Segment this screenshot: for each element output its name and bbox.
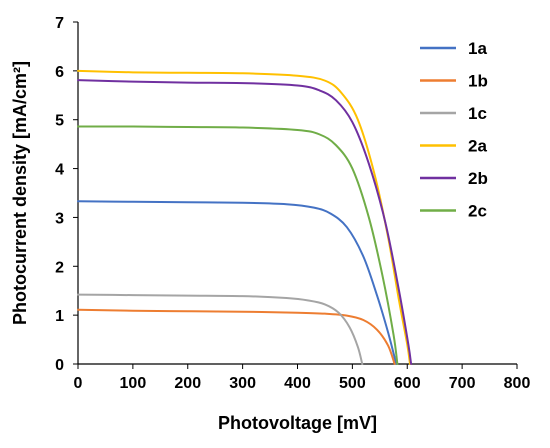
series-line-1a xyxy=(77,200,398,365)
series-line-1b xyxy=(77,308,396,365)
y-tick-label: 3 xyxy=(55,210,64,227)
y-tick-label: 4 xyxy=(55,162,64,179)
x-tick-label: 600 xyxy=(394,375,421,392)
legend-label-1c: 1c xyxy=(468,104,487,123)
x-tick-label: 500 xyxy=(339,375,366,392)
legend-label-1a: 1a xyxy=(468,39,487,58)
legend-label-2b: 2b xyxy=(468,169,488,188)
x-tick-label: 200 xyxy=(174,375,201,392)
series-line-1c xyxy=(77,293,364,365)
y-tick-label: 2 xyxy=(55,259,64,276)
x-tick-label: 800 xyxy=(504,375,531,392)
legend-label-2c: 2c xyxy=(468,202,487,221)
x-tick-label: 300 xyxy=(229,375,256,392)
x-tick-label: 700 xyxy=(449,375,476,392)
y-tick-label: 1 xyxy=(55,308,64,325)
series-line-2a xyxy=(77,69,411,365)
y-tick-label: 0 xyxy=(55,357,64,374)
legend-label-2a: 2a xyxy=(468,137,487,156)
x-axis-title: Photovoltage [mV] xyxy=(218,413,377,433)
series-line-2c xyxy=(77,125,399,365)
x-tick-label: 0 xyxy=(74,375,83,392)
y-tick-label: 6 xyxy=(55,64,64,81)
x-tick-label: 100 xyxy=(120,375,147,392)
y-tick-label: 7 xyxy=(55,15,64,32)
legend-label-1b: 1b xyxy=(468,72,488,91)
x-tick-label: 400 xyxy=(284,375,311,392)
y-axis-title: Photocurrent density [mA/cm²] xyxy=(10,61,30,325)
series-line-2b xyxy=(77,79,413,365)
y-tick-label: 5 xyxy=(55,113,64,130)
